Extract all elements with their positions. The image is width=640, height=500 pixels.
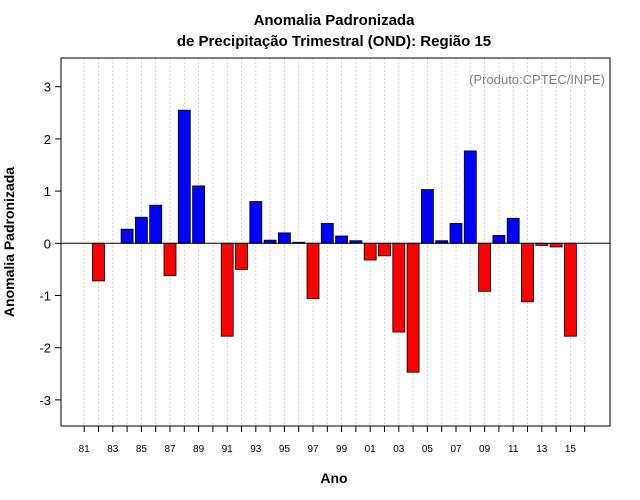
y-tick-label: 1	[44, 184, 51, 199]
x-tick-label: 81	[79, 444, 91, 455]
bar-2003	[392, 242, 406, 333]
bar-1995	[277, 232, 291, 244]
bar-1989	[192, 185, 206, 244]
x-tick-label: 03	[393, 444, 405, 455]
x-axis: 81 83 85 87 89 91 93 95 97 99 01 03 05 07 09 11 13 15	[79, 426, 586, 455]
bar-2012	[521, 242, 534, 303]
bar-2014	[549, 242, 563, 248]
x-tick-label: 09	[479, 444, 491, 455]
bar-1986	[149, 204, 163, 244]
x-tick-label: 15	[565, 444, 577, 455]
x-tick-label: 13	[536, 444, 548, 455]
x-tick-label: 99	[336, 444, 348, 455]
bar-2007	[449, 223, 463, 244]
x-tick-label: 91	[222, 444, 234, 455]
bar-1992	[235, 242, 248, 270]
x-tick-label: 05	[422, 444, 434, 455]
x-tick-label: 97	[307, 444, 319, 455]
plot-frame	[60, 57, 611, 427]
x-tick-label: 95	[279, 444, 291, 455]
bar-2009	[478, 242, 492, 292]
bar-2001	[363, 242, 377, 261]
bar-1982	[92, 242, 105, 282]
x-axis-label: Ano	[320, 470, 347, 486]
bar-2002	[378, 242, 391, 257]
y-axis: -3 -2 -1 0 1 2 3	[39, 80, 61, 408]
chart-title-line-2: de Precipitação Trimestral (OND): Região…	[177, 33, 491, 50]
bars-group	[92, 109, 577, 373]
x-tick-label: 85	[136, 444, 148, 455]
bar-1987	[163, 242, 177, 277]
bar-1984	[120, 228, 134, 244]
bar-1999	[335, 235, 349, 244]
y-tick-label: -2	[39, 341, 51, 356]
bar-1997	[306, 242, 320, 300]
bar-1991	[220, 242, 234, 337]
bar-2004	[406, 242, 420, 373]
y-axis-label: Anomalia Padronizada	[1, 167, 17, 317]
x-tick-label: 89	[193, 444, 205, 455]
bar-2015	[564, 242, 577, 337]
bar-2005	[420, 189, 434, 244]
y-tick-label: -1	[39, 289, 51, 304]
chart-title-line-1: Anomalia Padronizada	[254, 12, 416, 29]
y-tick-label: 3	[44, 80, 51, 95]
bar-1985	[134, 216, 148, 244]
x-tick-label: 87	[164, 444, 176, 455]
bar-1988	[177, 109, 191, 244]
x-tick-label: 07	[450, 444, 462, 455]
y-tick-label: 2	[44, 132, 51, 147]
bar-2010	[492, 235, 506, 244]
x-tick-label: 93	[250, 444, 262, 455]
x-tick-label: 83	[107, 444, 119, 455]
bar-1998	[320, 223, 334, 244]
y-tick-label: 0	[44, 236, 51, 251]
x-tick-label: 01	[365, 444, 377, 455]
bar-2011	[506, 217, 520, 244]
x-tick-label: 11	[508, 444, 519, 455]
bar-2008	[463, 150, 477, 244]
source-annotation: (Produto:CPTEC/INPE)	[469, 72, 605, 87]
bar-1993	[249, 201, 263, 244]
y-tick-label: -3	[39, 393, 51, 408]
